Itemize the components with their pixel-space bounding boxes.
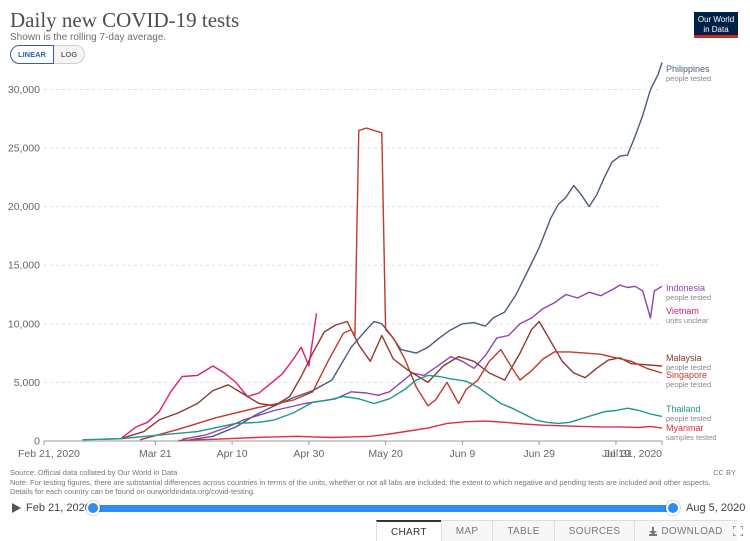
tab-chart[interactable]: CHART bbox=[376, 520, 441, 541]
timeline-track[interactable] bbox=[92, 505, 672, 512]
page-title: Daily new COVID-19 tests bbox=[10, 8, 240, 32]
logo-line-1: Our World bbox=[697, 15, 735, 24]
series-line-philippines bbox=[189, 62, 663, 441]
owid-logo[interactable]: Our World in Data bbox=[694, 12, 738, 38]
series-line-indonesia bbox=[182, 284, 663, 440]
line-chart: 0 5,000 10,000 15,000 20,000 25,000 30,000 Feb … bbox=[8, 62, 716, 460]
series-unit: people tested bbox=[666, 414, 711, 423]
series-unit: people tested bbox=[666, 74, 711, 83]
tab-bar: CHART MAP TABLE SOURCES DOWNLOAD bbox=[376, 520, 737, 541]
series-name: Singapore bbox=[666, 370, 707, 380]
download-icon bbox=[649, 526, 658, 536]
series-unit: people tested bbox=[666, 380, 711, 389]
series-name: Myanmar bbox=[666, 423, 704, 433]
series-line-singapore bbox=[139, 127, 663, 441]
testing-note: Note: For testing figures, there are sub… bbox=[10, 477, 711, 497]
y-tick-label: 25,000 bbox=[8, 143, 40, 155]
x-tick-label: Jun 29 bbox=[523, 448, 555, 460]
series-name: Vietnam bbox=[666, 306, 699, 316]
logo-line-2: in Data bbox=[703, 25, 729, 34]
log-scale-button[interactable]: LOG bbox=[53, 45, 86, 64]
y-tick-label: 0 bbox=[34, 436, 40, 448]
x-tick-label: Apr 10 bbox=[217, 448, 248, 460]
expand-icon[interactable] bbox=[733, 526, 743, 536]
linear-scale-button[interactable]: LINEAR bbox=[10, 45, 54, 64]
tab-table[interactable]: TABLE bbox=[492, 521, 554, 541]
x-tick-label: Mar 21 bbox=[139, 448, 172, 460]
x-tick-label: Feb 21, 2020 bbox=[18, 448, 80, 460]
series-line-thailand bbox=[82, 374, 663, 441]
footer-notes: Source: Official data collated by Our Wo… bbox=[10, 468, 720, 497]
page-subtitle: Shown is the rolling 7-day average. bbox=[10, 32, 167, 43]
source-note: Source: Official data collated by Our Wo… bbox=[10, 468, 178, 477]
x-tick-label: Jun 9 bbox=[450, 448, 476, 460]
x-tick-label: Apr 30 bbox=[293, 448, 324, 460]
series-name: Thailand bbox=[666, 404, 701, 414]
series-unit: samples tested bbox=[666, 433, 716, 442]
x-tick-label: May 20 bbox=[368, 448, 403, 460]
timeline-end-handle[interactable] bbox=[666, 501, 680, 515]
series-line-myanmar bbox=[178, 420, 663, 442]
timeline-start-handle[interactable] bbox=[86, 501, 100, 515]
series-name: Indonesia bbox=[666, 283, 705, 293]
series-unit: people tested bbox=[666, 293, 711, 302]
x-tick-label: Jul 31, 2020 bbox=[605, 448, 662, 460]
license-label: CC BY bbox=[713, 468, 736, 477]
y-tick-label: 20,000 bbox=[8, 201, 40, 213]
series-name: Malaysia bbox=[666, 353, 702, 363]
x-tick-label: Jul 19 bbox=[602, 448, 630, 460]
series-name: Philippines bbox=[666, 64, 710, 74]
y-tick-label: 30,000 bbox=[8, 84, 40, 96]
y-tick-label: 5,000 bbox=[14, 377, 40, 389]
tab-sources[interactable]: SOURCES bbox=[553, 521, 635, 541]
tab-download[interactable]: DOWNLOAD bbox=[634, 521, 737, 541]
timeline-end-label: Aug 5, 2020 bbox=[686, 502, 746, 514]
timeline: Feb 21, 2020 Aug 5, 2020 bbox=[0, 498, 750, 520]
y-tick-label: 15,000 bbox=[8, 260, 40, 272]
series-unit: people tested bbox=[666, 363, 711, 372]
play-icon[interactable] bbox=[12, 503, 21, 513]
download-label: DOWNLOAD bbox=[661, 525, 723, 537]
scale-toggle: LINEAR LOG bbox=[10, 45, 86, 64]
series-line-malaysia bbox=[120, 320, 663, 440]
y-tick-label: 10,000 bbox=[8, 318, 40, 330]
tab-map[interactable]: MAP bbox=[440, 521, 493, 541]
series-line-vietnam bbox=[101, 313, 318, 440]
timeline-start-label: Feb 21, 2020 bbox=[26, 502, 91, 514]
series-unit: units unclear bbox=[666, 316, 709, 325]
